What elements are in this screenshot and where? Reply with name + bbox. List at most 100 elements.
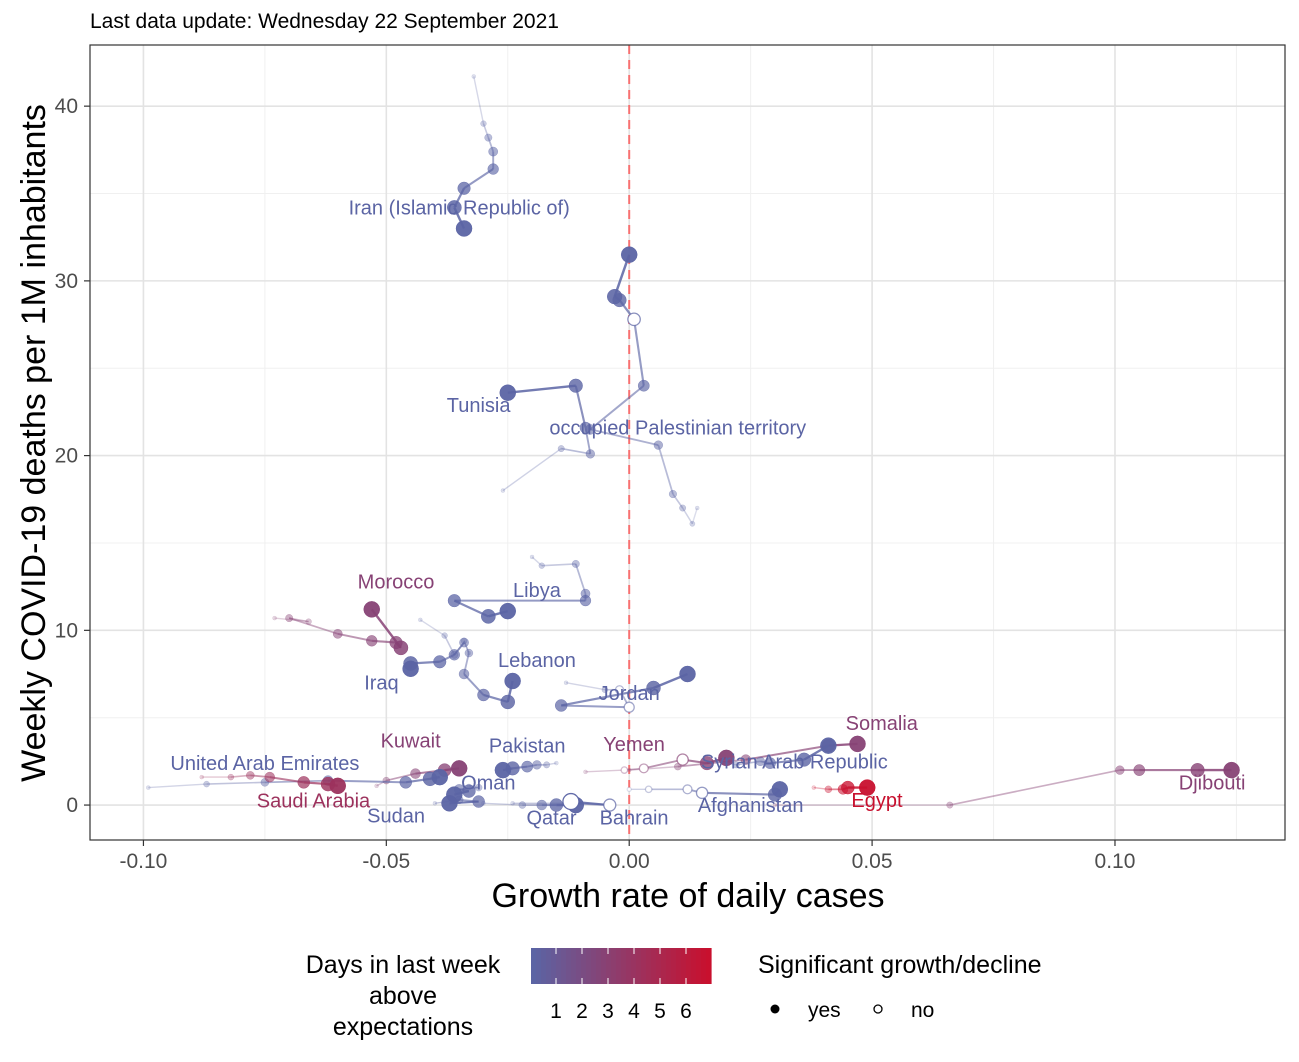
colorbar-segment [531,948,537,984]
data-point [431,768,449,786]
y-tick-label: 10 [55,619,78,642]
legend-days-title: expectations [333,1013,473,1041]
data-point [477,688,490,702]
legend-filled-dot [770,1004,780,1014]
trajectory-segment [681,507,694,525]
trajectory-segment [691,507,698,524]
series-lebanon [458,637,521,710]
colorbar-segment [586,948,592,984]
trajectory-segment [574,385,587,428]
data-point [585,449,595,459]
data-point [614,685,625,695]
data-point [484,133,493,142]
country-label: Oman [461,772,515,794]
y-tick-label: 40 [55,95,78,118]
data-point [399,776,413,789]
trajectory-segment [574,563,587,594]
colorbar-segment [601,948,607,984]
colorbar-segment [561,948,567,984]
data-point [637,379,650,392]
data-point [499,384,517,401]
colorbar-segment [666,948,672,984]
data-point [946,801,954,809]
legend-days-title: Days in last week [306,951,501,979]
colorbar-segment [681,948,687,984]
data-point [626,786,632,792]
data-point [606,288,623,305]
country-label: Iran (Islamic Republic of) [349,197,570,219]
colorbar-segment [611,948,617,984]
data-point [457,181,471,195]
data-point [568,378,583,393]
chart-subtitle: Last data update: Wednesday 22 September… [90,10,559,33]
series-yemen [583,749,735,775]
x-tick-label: 0.10 [1095,850,1136,873]
data-point [402,660,419,678]
legend-days-above-expectations: Days in last week above expectations 1 2 3 4 5 6 [306,948,712,1041]
data-point [620,766,629,774]
colorbar-segment [566,948,572,984]
data-point [554,699,568,712]
trajectory-segment [148,783,207,789]
series-iran-islamic-republic-of- [446,74,499,237]
data-point [563,680,569,685]
data-point [246,771,255,780]
data-point [494,761,512,779]
trajectory-segment [657,444,674,495]
data-point [199,774,204,780]
colorbar-segment [701,948,707,984]
x-tick-label: 0.00 [609,850,650,873]
data-point [772,802,778,808]
trajectory-segment [590,428,659,447]
colorbar-segment [546,948,552,984]
colorbar-segment [621,948,627,984]
colorbar-segment [626,948,632,984]
colorbar-label: 2 [576,1000,588,1023]
data-point [820,737,837,754]
colorbar-segment [696,948,702,984]
data-point [466,650,472,656]
series-bahrain [510,792,617,812]
series-jordan [554,665,696,713]
data-point [462,784,476,798]
country-label: Egypt [851,790,903,812]
country-label: Qatar [526,807,576,829]
series-iraq [402,617,469,678]
data-point [474,783,483,792]
country-label: United Arab Emirates [170,753,359,775]
colorbar-segment [636,948,642,984]
data-point [644,785,653,794]
data-point [480,120,487,127]
colorbar-segment [671,948,677,984]
trajectory-segment [561,447,591,455]
plot-panel: Iran (Islamic Republic of) occupied Pales… [89,44,1286,841]
colorbar-segment [556,948,562,984]
country-label: Yemen [603,734,665,756]
data-point [393,640,409,656]
data-point [418,617,423,623]
colorbar-label: 4 [628,1000,640,1023]
colorbar-segment [646,948,652,984]
colorbar-segment [596,948,602,984]
country-labels: Iran (Islamic Republic of) occupied Pales… [170,197,1245,829]
trajectory-segment [502,448,562,492]
data-point [811,785,817,790]
data-point [521,760,534,773]
country-label: occupied Palestinian territory [549,418,806,440]
data-point [227,773,235,781]
trajectory-segment [288,617,339,635]
data-point [518,801,527,809]
data-point [549,798,564,812]
series-libya [447,554,592,624]
colorbar-segment [541,948,547,984]
data-point [623,701,635,713]
trajectory-segment [629,765,678,771]
colorbar-segment [706,948,712,984]
series-oman [446,783,483,803]
data-point [410,768,421,779]
series-sudan [432,795,485,812]
series-afghanistan [626,781,789,802]
data-point [1223,761,1240,779]
colorbar-segment [651,948,657,984]
country-label: Djibouti [1179,772,1246,794]
